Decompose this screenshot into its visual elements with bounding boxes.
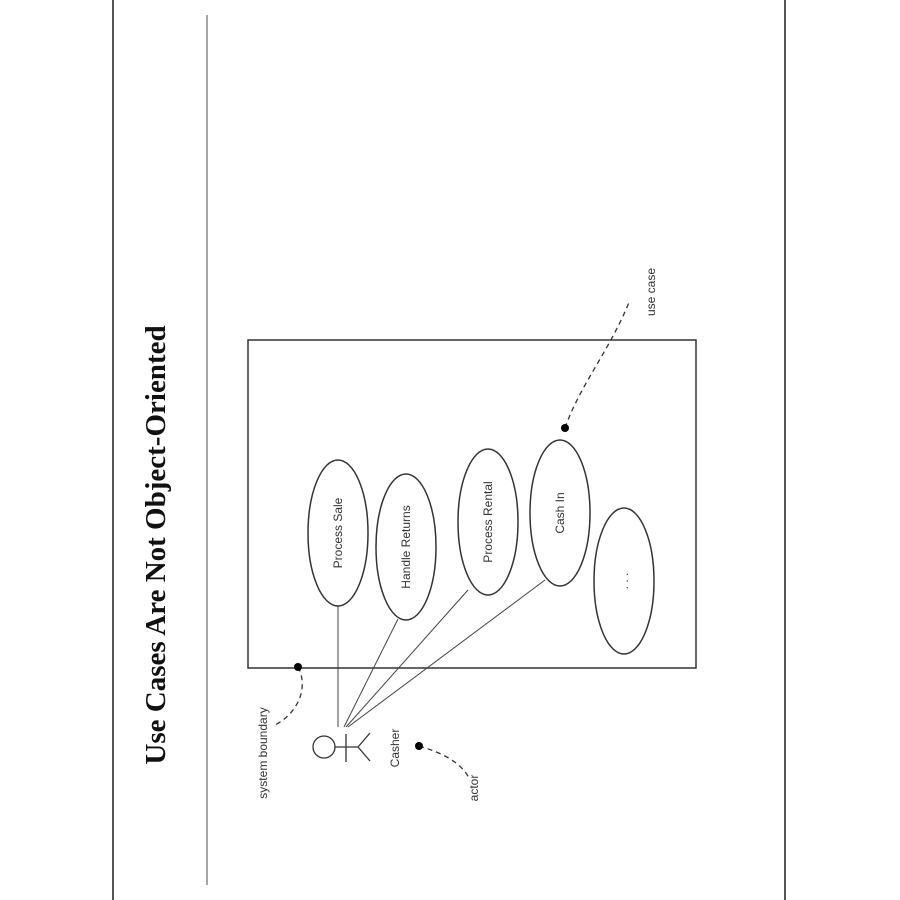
use-case-label: Handle Returns — [399, 505, 413, 588]
use-case-cash-in: Cash In — [529, 439, 591, 587]
annotation-label: system boundary — [256, 707, 270, 798]
annotation-dot — [415, 742, 423, 750]
annotation-pointer — [418, 745, 471, 781]
use-case-label: Cash In — [553, 492, 567, 533]
association-process-rental — [345, 589, 469, 728]
annotation-dot — [561, 424, 569, 432]
association-cash-in — [347, 579, 546, 728]
actor-stick-figure-icon — [312, 732, 371, 762]
actor-leg-right — [357, 746, 371, 762]
system-boundary — [247, 339, 697, 669]
use-case-ellipse — [307, 459, 369, 607]
slide-frame — [112, 0, 786, 900]
annotation-actor: actor — [415, 742, 481, 801]
use-case-label: Process Rental — [481, 481, 495, 562]
annotation-dot — [294, 663, 302, 671]
use-case-process-sale: Process Sale — [307, 459, 369, 607]
use-case-handle-returns: Handle Returns — [375, 473, 437, 621]
actor-head — [312, 735, 336, 759]
use-case-more: . . . — [593, 507, 655, 655]
use-case-ellipse — [529, 439, 591, 587]
use-case-label: . . . — [617, 573, 631, 590]
use-case-ellipse — [593, 507, 655, 655]
use-case-label: Process Sale — [331, 497, 345, 568]
actor-leg-left — [357, 732, 371, 748]
association-handle-returns — [343, 618, 399, 728]
annotation-pointer — [274, 666, 303, 726]
slide-title: Use Cases Are Not Object-Oriented — [140, 325, 172, 764]
use-case-process-rental: Process Rental — [457, 448, 519, 596]
annotation-system-boundary: system boundary — [256, 663, 303, 799]
use-case-ellipse — [375, 473, 437, 621]
actor-label: Casher — [388, 729, 402, 768]
use-case-ellipse — [457, 448, 519, 596]
annotation-use-case: use case — [561, 268, 658, 432]
associations — [337, 579, 546, 728]
annotation-label: actor — [467, 775, 481, 802]
annotation-label: use case — [644, 268, 658, 316]
